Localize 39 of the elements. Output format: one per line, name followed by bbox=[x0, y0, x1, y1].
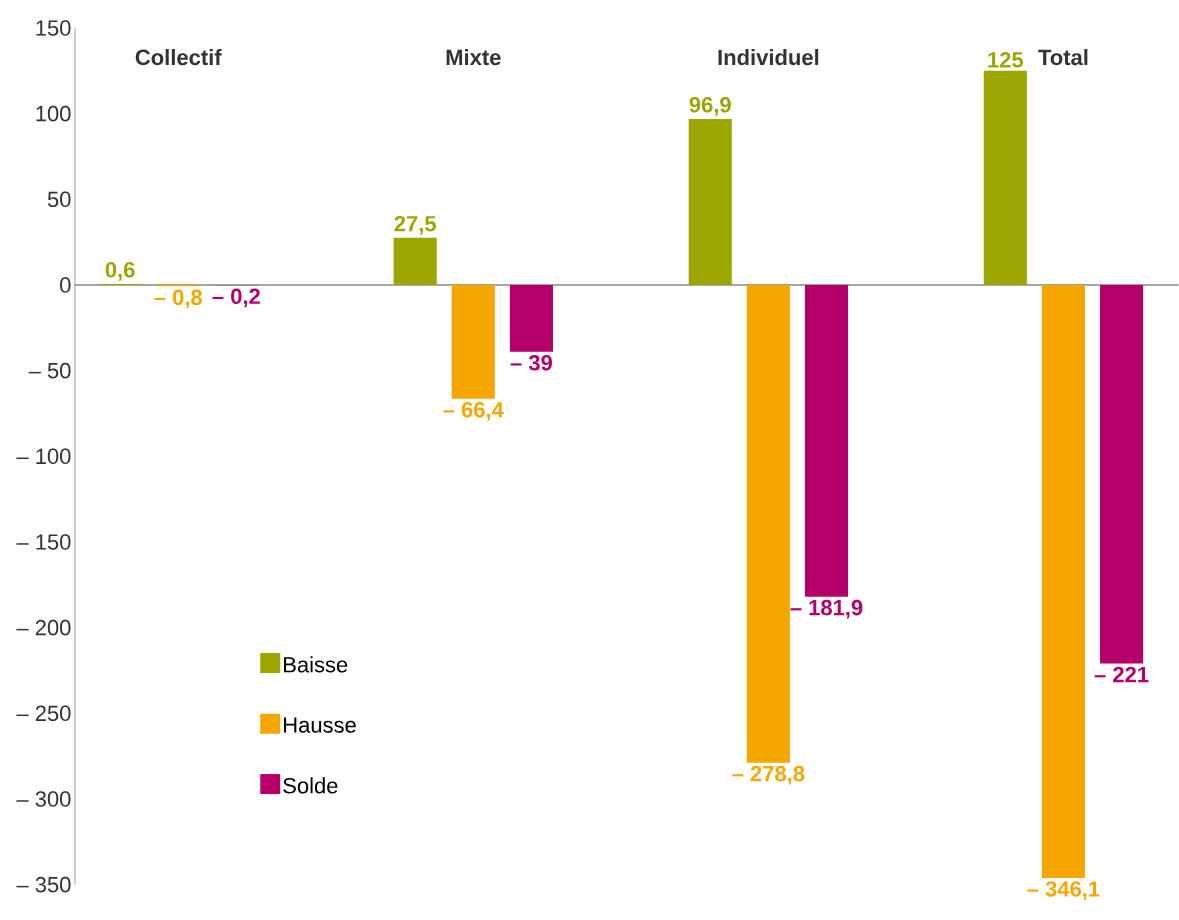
data-label: 125 bbox=[988, 52, 1024, 68]
bar bbox=[688, 119, 732, 286]
data-label: 96,9 bbox=[689, 97, 731, 116]
y-tick-label: 0 bbox=[60, 277, 71, 293]
data-label: – 278,8 bbox=[732, 766, 805, 785]
y-tick-label: – 350 bbox=[16, 877, 71, 893]
x-tick-label: Total bbox=[1038, 49, 1088, 66]
legend-label: Hausse bbox=[284, 717, 356, 733]
bar bbox=[1100, 285, 1144, 664]
bar bbox=[393, 238, 437, 286]
y-tick-label: – 300 bbox=[16, 791, 71, 807]
bar bbox=[983, 71, 1027, 286]
data-label: 0,6 bbox=[105, 262, 135, 281]
legend-label: Solde bbox=[283, 777, 338, 794]
legend-label: Baisse bbox=[284, 656, 348, 673]
x-tick-label: Individuel bbox=[718, 49, 819, 66]
bar bbox=[746, 285, 790, 763]
y-tick-label: – 150 bbox=[16, 534, 71, 550]
bar bbox=[451, 285, 495, 399]
y-tick-label: – 250 bbox=[16, 705, 71, 722]
bar bbox=[804, 285, 849, 597]
data-label: – 66,4 bbox=[443, 402, 504, 421]
y-tick-label: – 50 bbox=[28, 363, 71, 379]
data-label: – 221 bbox=[1094, 667, 1149, 683]
x-tick-label: Collectif bbox=[135, 49, 222, 66]
y-tick-label: 100 bbox=[36, 106, 71, 122]
bar bbox=[509, 285, 553, 352]
data-label: – 0,8 bbox=[154, 289, 202, 309]
data-label: – 0,2 bbox=[212, 288, 260, 308]
data-label: – 39 bbox=[510, 355, 552, 371]
y-tick-label: – 100 bbox=[16, 448, 71, 465]
data-label: – 181,9 bbox=[790, 600, 863, 619]
y-tick-label: 50 bbox=[47, 191, 71, 208]
data-label: – 346,1 bbox=[1027, 881, 1100, 901]
y-tick-label: – 200 bbox=[16, 620, 71, 636]
y-tick-label: 150 bbox=[36, 20, 71, 36]
x-tick-label: Mixte bbox=[446, 49, 501, 66]
data-label: 27,5 bbox=[394, 216, 436, 235]
bar bbox=[1041, 285, 1085, 879]
